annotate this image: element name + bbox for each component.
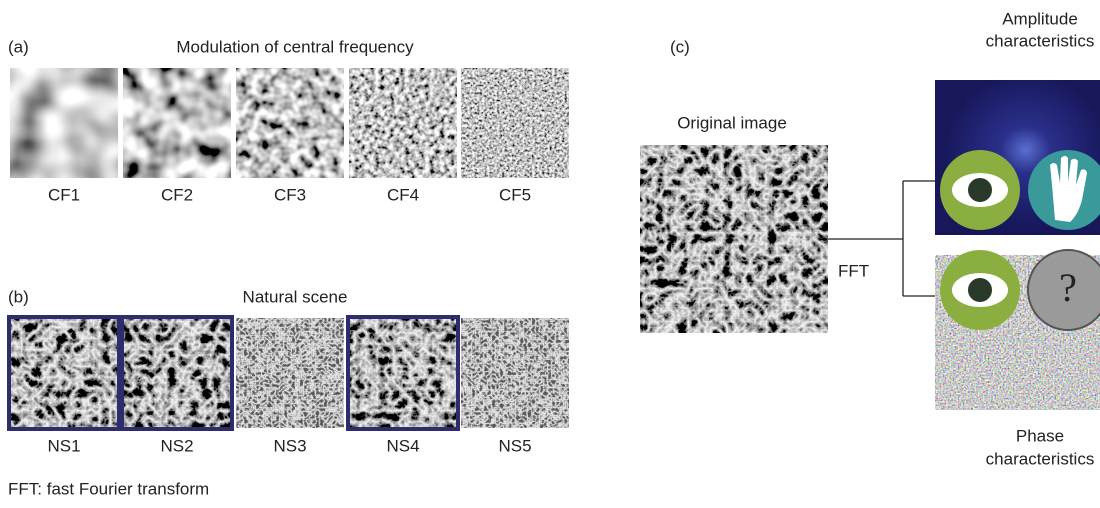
footnote: FFT: fast Fourier transform [8, 479, 209, 498]
image-label: CF3 [274, 185, 306, 204]
amplitude-title: characteristics [986, 31, 1095, 50]
image-label: CF2 [161, 185, 193, 204]
phase-title: Phase [1016, 426, 1064, 445]
phase-title: characteristics [986, 449, 1095, 468]
image-label: CF4 [387, 185, 419, 204]
scene-image [236, 318, 344, 428]
texture-image [461, 68, 569, 178]
panel-title: Modulation of central frequency [176, 37, 414, 56]
image-title: Original image [677, 113, 787, 132]
original-image [640, 145, 828, 333]
texture-image [10, 68, 118, 178]
image-label: NS4 [386, 436, 419, 455]
panel-label: (b) [8, 287, 29, 306]
image-label: CF5 [499, 185, 531, 204]
image-label: NS5 [498, 436, 531, 455]
texture-image [349, 68, 457, 178]
figure: (a) Modulation of central frequency CF1C… [0, 0, 1100, 503]
panel-label: (a) [8, 37, 29, 56]
image-row: CF1 CF2 CF3 CF4 CF5 [10, 68, 569, 204]
scene-image [349, 318, 457, 428]
scene-image [461, 318, 569, 428]
image-label: CF1 [48, 185, 80, 204]
eye-icon [940, 250, 1020, 330]
unknown-icon: ? [1028, 250, 1100, 330]
image-row: NS1 NS2 NS3 NS4 NS5 [9, 317, 569, 455]
scene-image [123, 318, 231, 428]
question-mark: ? [1059, 265, 1077, 310]
panel-label: (c) [670, 37, 690, 56]
transform-label: FFT [838, 261, 869, 280]
image-label: NS1 [47, 436, 80, 455]
eye-icon [940, 150, 1020, 230]
image-label: NS3 [273, 436, 306, 455]
image-label: NS2 [160, 436, 193, 455]
scene-image [10, 318, 118, 428]
amplitude-title: Amplitude [1002, 9, 1078, 28]
texture-image [123, 68, 231, 178]
texture-image [236, 68, 344, 178]
panel-title: Natural scene [243, 287, 348, 306]
